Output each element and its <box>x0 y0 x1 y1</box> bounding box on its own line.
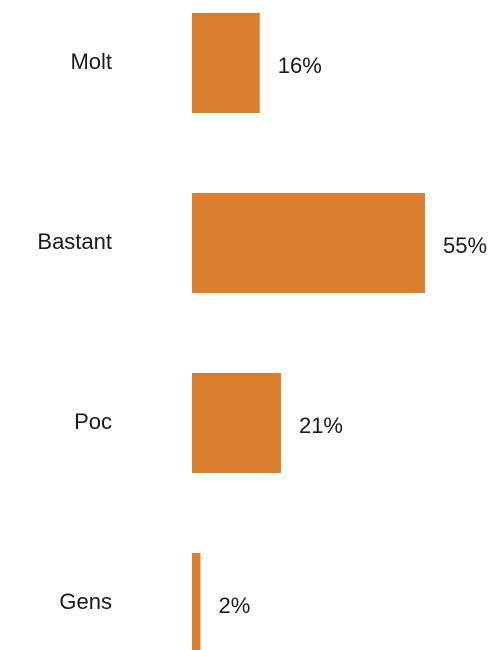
value-label-poc: 21% <box>299 413 343 438</box>
category-label-bastant: Bastant <box>37 229 112 254</box>
value-label-gens: 2% <box>218 593 250 618</box>
bars-layer <box>192 13 425 650</box>
bar-molt <box>192 13 260 113</box>
category-label-poc: Poc <box>74 409 112 434</box>
bar-bastant <box>192 193 425 293</box>
bar-gens <box>192 553 201 650</box>
value-label-bastant: 55% <box>443 233 487 258</box>
category-label-gens: Gens <box>59 589 112 614</box>
labels-layer: Molt 16% Bastant 55% Poc 21% Gens 2% <box>37 49 487 618</box>
category-label-molt: Molt <box>70 49 112 74</box>
value-label-molt: 16% <box>278 53 322 78</box>
bar-poc <box>192 373 281 473</box>
